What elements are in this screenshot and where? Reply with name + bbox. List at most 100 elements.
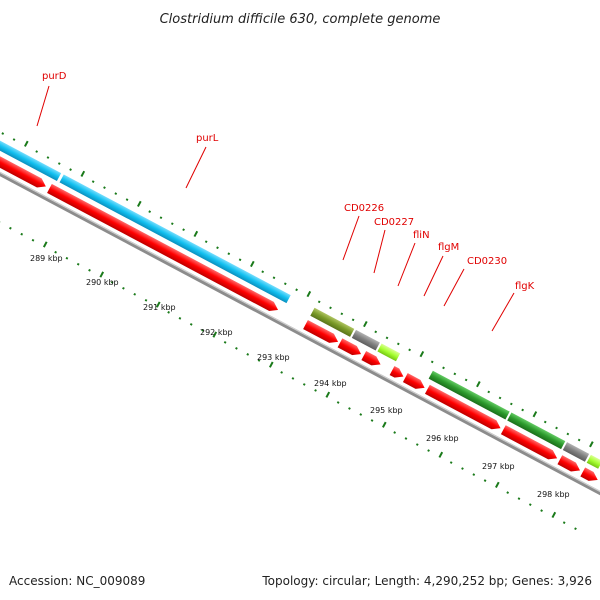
- feature-lime-end[interactable]: [585, 453, 600, 471]
- minor-tick: [393, 431, 397, 434]
- gene-label-CD0226[interactable]: CD0226: [344, 203, 384, 214]
- minor-tick: [178, 316, 182, 320]
- minor-tick: [555, 426, 558, 430]
- cds-arrow[interactable]: [401, 372, 427, 394]
- minor-tick: [272, 276, 276, 280]
- cds-arrow[interactable]: [388, 364, 407, 382]
- gene-labels: purD purL CD0226 CD0227 fliN flgM CD0230…: [42, 71, 535, 292]
- minor-tick: [449, 461, 453, 464]
- minor-tick: [351, 318, 355, 322]
- minor-tick: [566, 432, 570, 436]
- cds-arrow[interactable]: [0, 137, 49, 191]
- minor-tick: [283, 282, 287, 286]
- cds-arrow[interactable]: [336, 337, 364, 359]
- minor-tick: [12, 138, 16, 141]
- cds-arrow[interactable]: [423, 383, 503, 433]
- minor-tick: [204, 240, 208, 244]
- minor-tick: [528, 503, 532, 506]
- minor-tick: [46, 156, 50, 159]
- gene-label-flgK[interactable]: flgK: [515, 281, 535, 292]
- gene-label-CD0230[interactable]: CD0230: [467, 256, 507, 267]
- minor-tick: [461, 467, 464, 470]
- minor-tick: [9, 226, 12, 230]
- feature-flgK[interactable]: [505, 411, 567, 451]
- minor-tick: [302, 383, 306, 386]
- minor-tick: [472, 473, 476, 476]
- minor-tick: [20, 232, 24, 236]
- cds-arrow[interactable]: [302, 318, 342, 347]
- major-tick: [268, 361, 274, 368]
- label-leaders: [36, 85, 515, 332]
- kbp-label: 296 kbp: [426, 434, 459, 443]
- minor-tick: [65, 256, 69, 260]
- major-tick: [476, 381, 481, 388]
- minor-tick: [227, 252, 231, 256]
- minor-tick: [261, 270, 265, 274]
- minor-tick: [430, 360, 434, 364]
- major-tick: [212, 331, 218, 338]
- cds-arrow[interactable]: [499, 424, 560, 464]
- minor-tick: [114, 192, 118, 195]
- minor-tick: [359, 413, 363, 416]
- minor-tick: [76, 262, 80, 266]
- minor-tick: [91, 180, 95, 183]
- gene-label-purL[interactable]: purL: [196, 133, 219, 144]
- feature-CD0230[interactable]: [427, 369, 512, 421]
- feature-CD0227[interactable]: [350, 328, 382, 352]
- minor-tick: [57, 162, 61, 165]
- kbp-label: 291 kbp: [143, 303, 176, 312]
- minor-tick: [404, 437, 408, 440]
- feature-CD0226[interactable]: [308, 306, 356, 339]
- minor-tick: [88, 268, 91, 272]
- kbp-label: 292 kbp: [200, 328, 233, 337]
- minor-tick: [336, 401, 340, 404]
- minor-tick: [35, 150, 39, 153]
- minor-tick: [543, 420, 547, 424]
- major-tick: [306, 290, 312, 298]
- major-tick: [24, 140, 29, 147]
- minor-tick: [517, 497, 521, 500]
- gene-label-fliN[interactable]: fliN: [413, 230, 430, 241]
- minor-tick: [201, 329, 204, 332]
- gene-label-CD0227[interactable]: CD0227: [374, 217, 414, 228]
- minor-tick: [159, 216, 163, 220]
- minor-tick: [453, 372, 457, 376]
- minor-tick: [54, 250, 57, 254]
- major-tick: [99, 271, 105, 278]
- minor-tick: [246, 353, 250, 356]
- minor-tick: [238, 258, 242, 262]
- minor-tick: [133, 292, 137, 296]
- minor-tick: [408, 348, 411, 352]
- cds-arrow[interactable]: [556, 454, 583, 476]
- minor-tick: [415, 443, 419, 446]
- scale-labels: 289 kbp 290 kbp 291 kbp 292 kbp 293 kbp …: [30, 254, 570, 499]
- minor-tick: [317, 300, 321, 304]
- cds-arrow[interactable]: [45, 182, 282, 315]
- major-tick: [137, 200, 142, 208]
- feature-grey-end[interactable]: [561, 440, 591, 464]
- major-tick: [382, 421, 387, 428]
- gene-label-purD[interactable]: purD: [42, 71, 67, 82]
- cds-track: [0, 137, 600, 485]
- minor-tick: [103, 186, 106, 189]
- feature-purD[interactable]: [0, 125, 63, 183]
- minor-tick: [216, 246, 219, 250]
- major-tick: [551, 511, 557, 519]
- feature-fliN[interactable]: [376, 342, 402, 363]
- major-tick: [250, 260, 255, 268]
- gene-label-flgM[interactable]: flgM: [438, 242, 459, 253]
- accession-text: Accession: NC_009089: [9, 574, 145, 588]
- scale-tick-row: [0, 220, 577, 531]
- feature-purL[interactable]: [58, 173, 293, 305]
- cds-arrow[interactable]: [360, 349, 384, 369]
- minor-tick: [374, 330, 378, 334]
- kbp-label: 290 kbp: [86, 278, 119, 287]
- minor-tick: [167, 310, 170, 314]
- minor-tick: [540, 509, 543, 512]
- cds-arrow[interactable]: [579, 466, 600, 485]
- minor-tick: [521, 408, 524, 412]
- minor-tick: [348, 407, 351, 410]
- minor-tick: [31, 238, 35, 242]
- minor-tick: [370, 419, 374, 422]
